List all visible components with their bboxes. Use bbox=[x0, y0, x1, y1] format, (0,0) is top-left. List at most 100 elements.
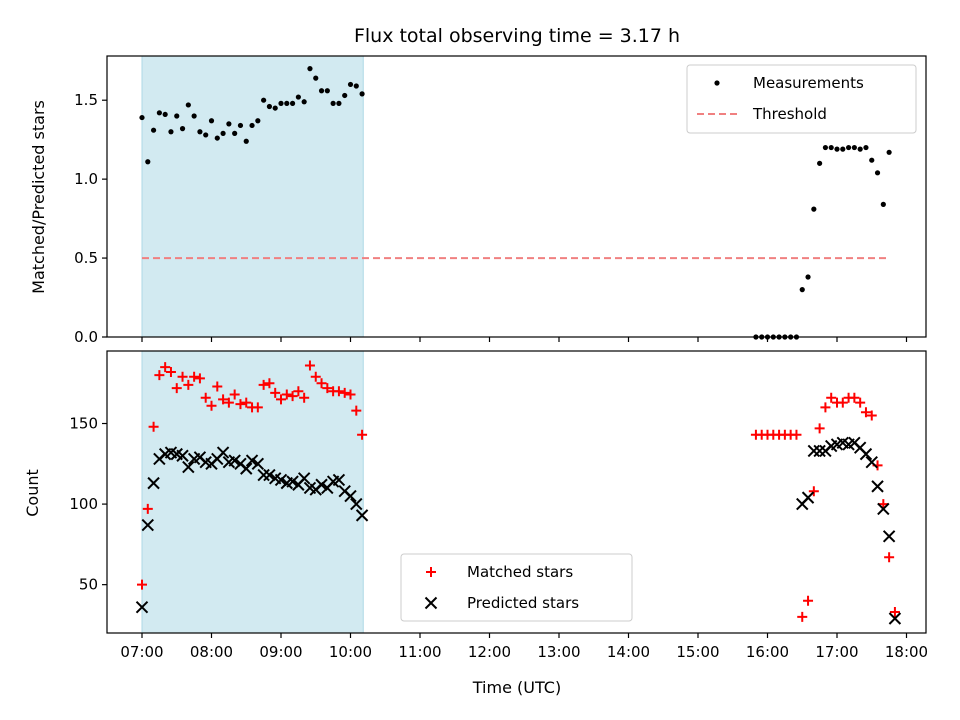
legend-box bbox=[400, 553, 633, 622]
predicted-stars-point bbox=[865, 455, 878, 469]
measurements-point bbox=[342, 92, 348, 99]
ratio-y-axis-label: Matched/Predicted stars bbox=[29, 100, 48, 294]
predicted-stars-point bbox=[251, 457, 265, 471]
measurements-point bbox=[197, 129, 203, 135]
matched-stars-point bbox=[137, 579, 147, 590]
measurements-point bbox=[324, 88, 330, 94]
measurements-point bbox=[203, 132, 209, 138]
predicted-stars-point bbox=[315, 478, 328, 491]
x-tick-label: 11:00 bbox=[398, 643, 441, 661]
matched-stars-point bbox=[855, 397, 866, 408]
matched-stars-point bbox=[849, 392, 860, 403]
measurements-point bbox=[179, 126, 186, 132]
count-legend: Matched stars Predicted stars bbox=[400, 553, 633, 622]
count-y-axis-label: Count bbox=[23, 469, 42, 517]
matched-stars-point bbox=[154, 370, 165, 381]
y-tick-label: 50 bbox=[79, 576, 98, 594]
matched-stars-point bbox=[252, 402, 263, 413]
measurements-point bbox=[828, 144, 834, 151]
measurements-point bbox=[330, 100, 336, 106]
x-tick-label: 13:00 bbox=[537, 643, 580, 661]
matched-stars-point bbox=[826, 392, 837, 403]
x-tick-label: 18:00 bbox=[885, 643, 928, 661]
x-tick-label: 15:00 bbox=[676, 643, 719, 661]
measurements-point bbox=[139, 114, 145, 121]
matched-stars-point bbox=[803, 595, 814, 606]
matched-stars-point bbox=[223, 397, 234, 408]
matched-stars-point bbox=[820, 402, 831, 413]
measurements-point bbox=[886, 149, 892, 155]
matched-stars-point bbox=[797, 611, 808, 622]
measurements-point bbox=[869, 157, 875, 163]
measurements-point bbox=[168, 129, 174, 135]
measurements-point bbox=[191, 113, 197, 119]
matched-stars-point bbox=[304, 360, 315, 371]
x-tick-label: 08:00 bbox=[190, 643, 233, 661]
matched-stars-point bbox=[165, 366, 176, 377]
matched-stars-point bbox=[276, 394, 286, 405]
measurements-point bbox=[851, 144, 857, 151]
measurements-point bbox=[359, 91, 365, 97]
measurements-point bbox=[822, 144, 829, 151]
matched-stars-point bbox=[200, 392, 211, 403]
matched-stars-point bbox=[206, 400, 217, 411]
predicted-stars-point bbox=[807, 444, 821, 458]
legend-box bbox=[686, 64, 917, 134]
measurements-point bbox=[214, 135, 220, 141]
matched-stars-point bbox=[142, 503, 153, 514]
matched-stars-point bbox=[177, 371, 188, 382]
matched-stars-point bbox=[287, 391, 298, 402]
predicted-stars-point bbox=[888, 612, 902, 625]
measurements-point bbox=[162, 111, 168, 118]
x-tick-label: 07:00 bbox=[120, 643, 163, 661]
measurements-point bbox=[278, 100, 284, 106]
predicted-stars-point bbox=[882, 530, 896, 543]
matched-stars-point bbox=[837, 397, 848, 408]
matched-stars-legend-swatch bbox=[426, 567, 436, 577]
count-panel: 50 100 150 07:00 08:00 09:00 10:00 11:00 12:00 13… bbox=[23, 350, 928, 697]
matched-stars-series bbox=[137, 360, 900, 622]
count-axes-layer: 50 100 150 07:00 08:00 09:00 10:00 11:00 12:00 13… bbox=[69, 350, 928, 661]
predicted-stars-point bbox=[274, 473, 288, 487]
ratio-marks-layer bbox=[139, 66, 892, 340]
matched-stars-point bbox=[189, 371, 200, 382]
predicted-stars-point bbox=[135, 601, 149, 614]
matched-stars-point bbox=[218, 394, 229, 405]
y-tick-label: 100 bbox=[69, 495, 98, 513]
matched-stars-point bbox=[866, 410, 877, 421]
measurements-point bbox=[347, 81, 354, 88]
measurements-point bbox=[220, 130, 226, 136]
measurements-legend-swatch bbox=[714, 80, 720, 86]
measurements-point bbox=[307, 66, 313, 72]
predicted-stars-point bbox=[355, 509, 369, 522]
predicted-stars-point bbox=[859, 447, 873, 461]
predicted-stars-point bbox=[297, 472, 311, 485]
predicted-stars-point bbox=[350, 497, 363, 511]
measurements-point bbox=[249, 122, 255, 129]
predicted-stars-point bbox=[182, 460, 195, 474]
predicted-stars-point bbox=[228, 454, 241, 467]
matched-stars-point bbox=[229, 389, 240, 400]
measurements-point bbox=[156, 110, 162, 116]
measurements-point bbox=[857, 146, 863, 152]
predicted-stars-point bbox=[801, 491, 815, 504]
measurements-point bbox=[295, 94, 301, 100]
predicted-stars-point bbox=[245, 454, 259, 467]
matched-stars-point bbox=[212, 381, 223, 392]
observing-window-layer bbox=[141, 55, 364, 338]
chart-title: Flux total observing time = 3.17 h bbox=[354, 25, 680, 47]
x-tick-label: 16:00 bbox=[746, 643, 789, 661]
measurements-point bbox=[208, 118, 215, 124]
x-tick-label: 12:00 bbox=[468, 643, 511, 661]
x-tick-label: 14:00 bbox=[607, 643, 650, 661]
y-tick-label: 0.5 bbox=[74, 249, 98, 267]
predicted-stars-point bbox=[176, 449, 189, 462]
matched-stars-point bbox=[235, 399, 246, 410]
measurements-point bbox=[834, 146, 840, 152]
x-tick-label: 09:00 bbox=[259, 643, 302, 661]
measurements-point bbox=[799, 287, 805, 293]
measurements-point bbox=[874, 170, 881, 176]
measurements-point bbox=[840, 146, 846, 152]
matched-stars-point bbox=[357, 429, 368, 440]
